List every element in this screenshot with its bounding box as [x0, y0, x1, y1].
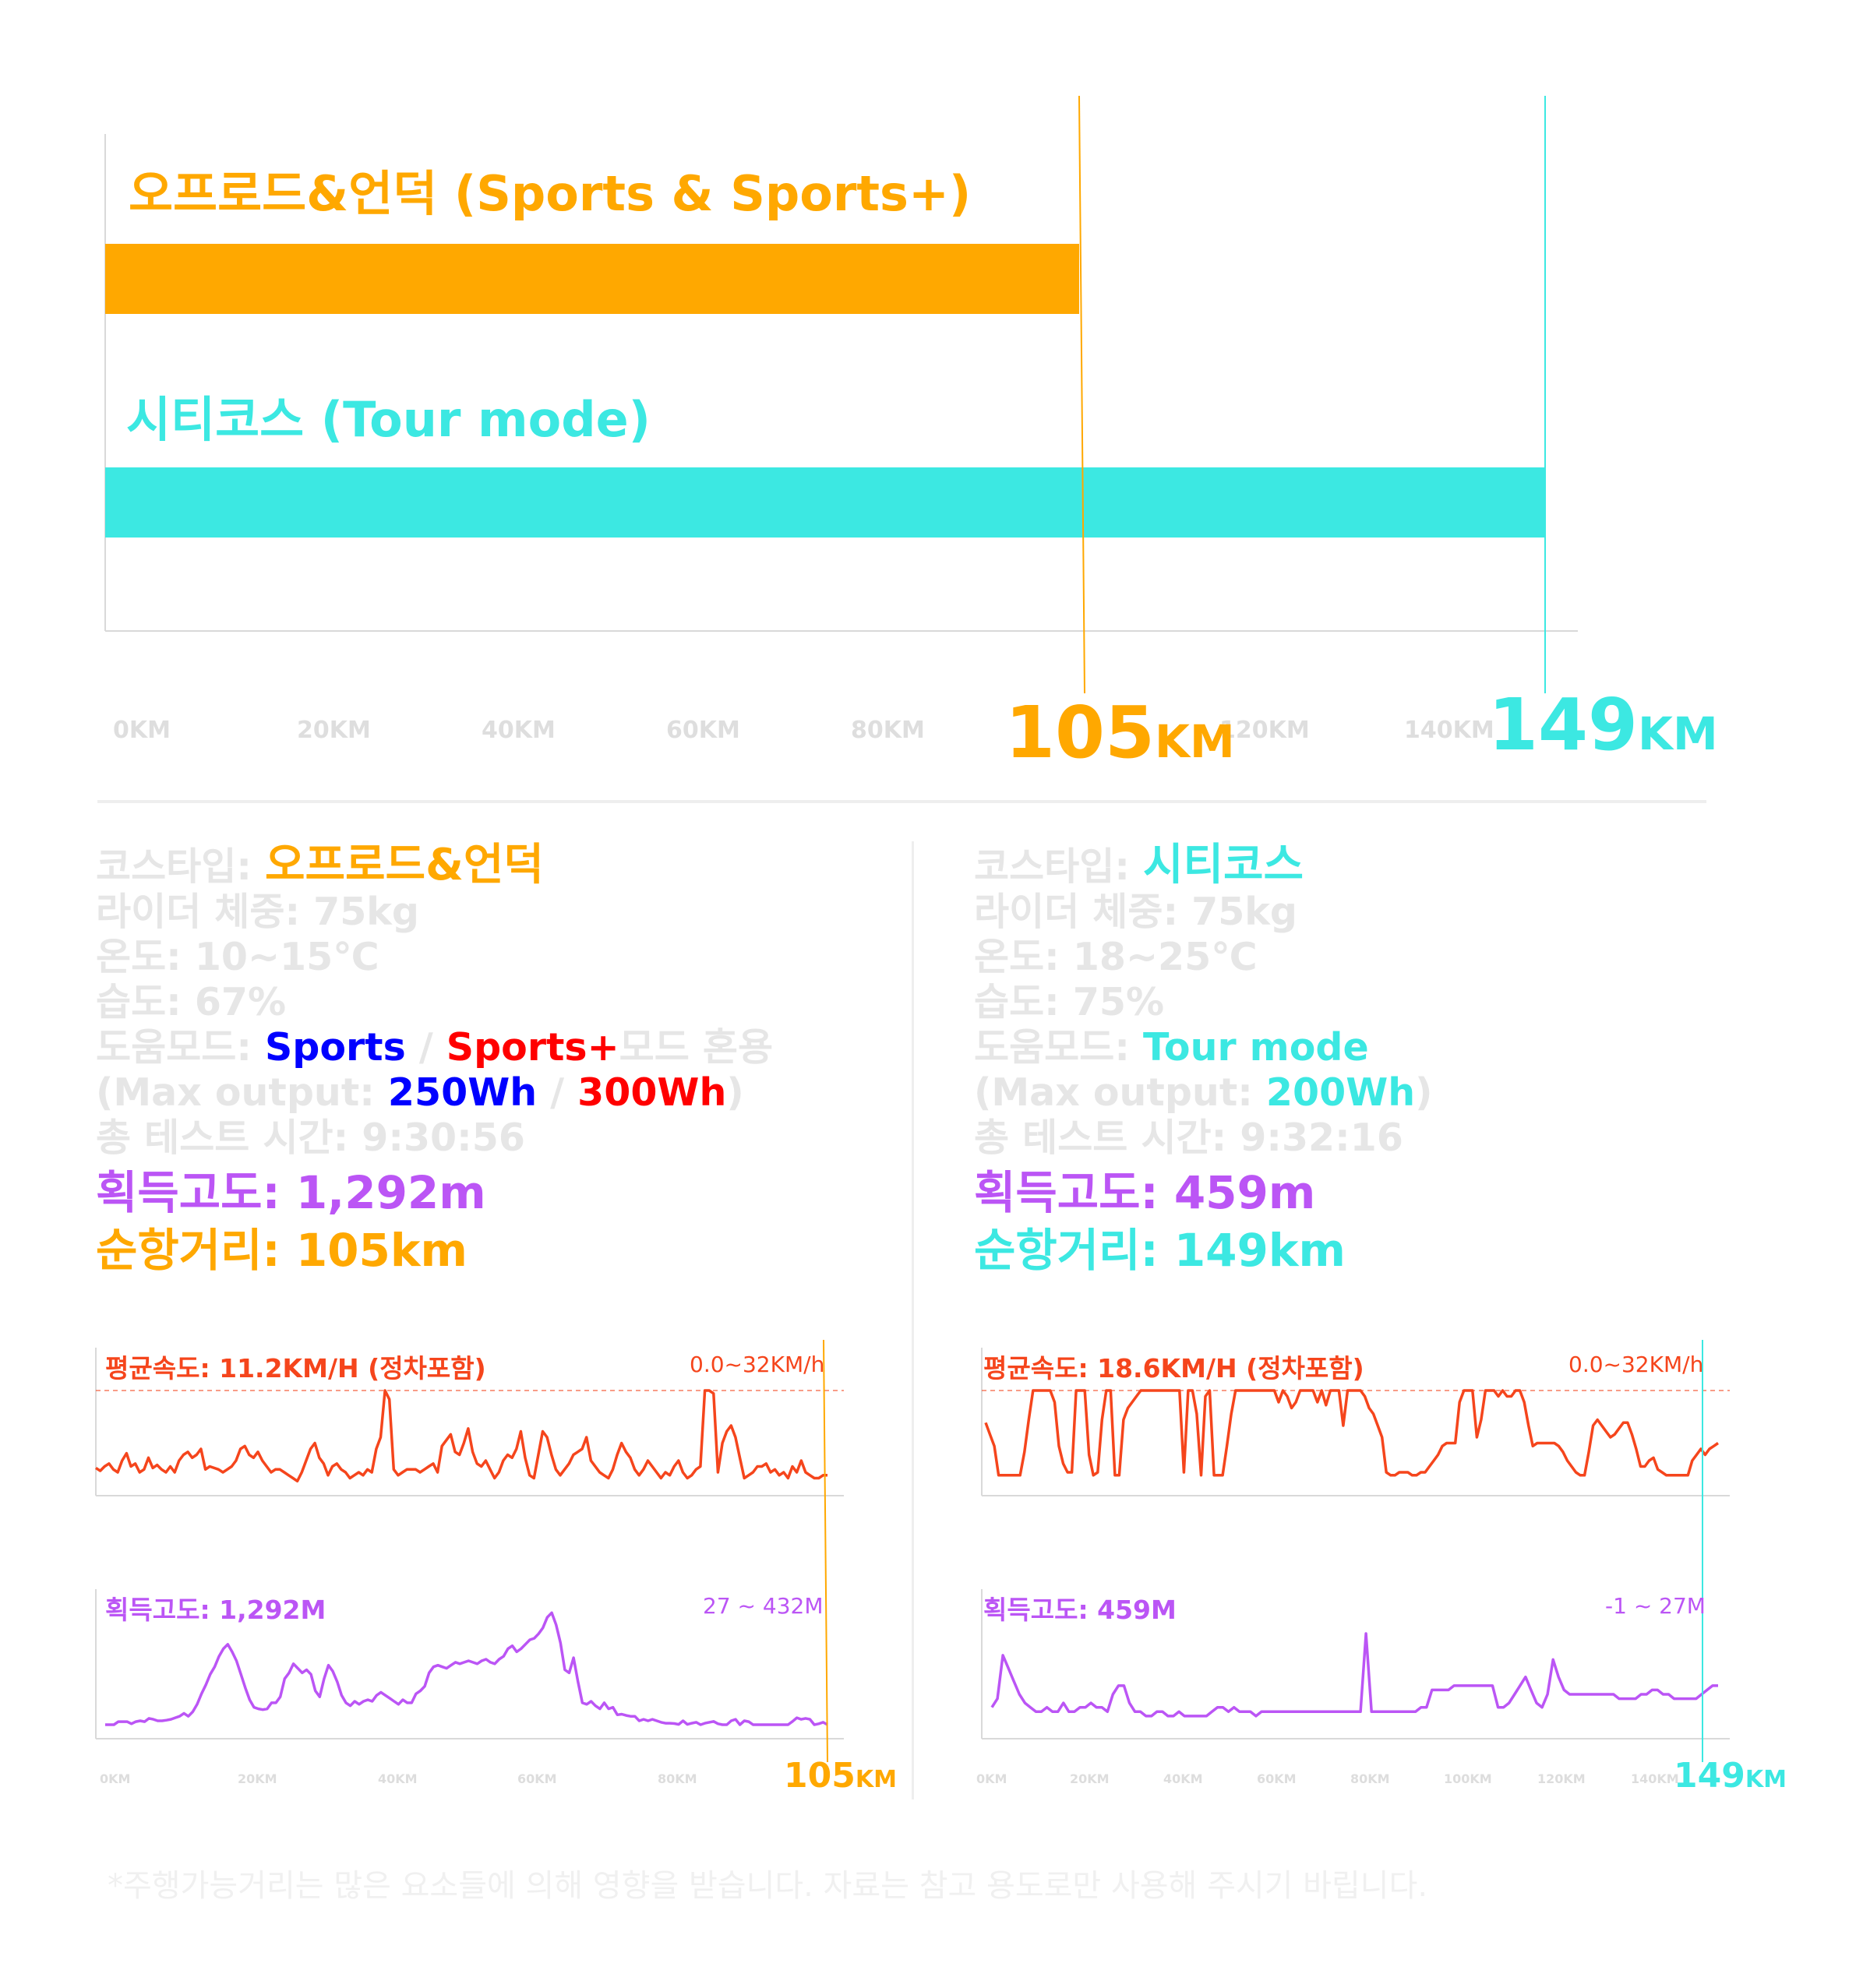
- left-max-sep: /: [537, 1070, 578, 1115]
- left-course-type: 코스타입: 오프로드&언덕: [96, 843, 773, 890]
- x-tick-20: 20KM: [297, 717, 371, 744]
- marker-line-105km: [1078, 95, 1085, 694]
- right-mini-tick-20: 20KM: [1070, 1771, 1110, 1786]
- right-mini-tick-0: 0KM: [976, 1771, 1007, 1786]
- left-mini-tick-40: 40KM: [378, 1771, 418, 1786]
- left-course-value: 오프로드&언덕: [264, 840, 544, 890]
- right-info-panel: 코스타입: 시티코스 라이더 체중: 75kg 온도: 18~25℃ 습도: 7…: [974, 843, 1433, 1279]
- right-speed-title: 평균속도: 18.6KM/H (정차포함): [983, 1353, 1364, 1383]
- x-tick-0: 0KM: [113, 717, 171, 744]
- right-max-value: 200Wh: [1265, 1070, 1416, 1115]
- x-tick-40: 40KM: [482, 717, 556, 744]
- x-tick-80: 80KM: [851, 717, 925, 744]
- left-assist-label: 도움모드:: [96, 1025, 265, 1070]
- right-cruising-range: 순항거리: 149km: [974, 1224, 1346, 1277]
- x-tick-120: 120KM: [1219, 717, 1310, 744]
- left-total-time: 총 테스트 시간: 9:30:56: [96, 1116, 525, 1160]
- left-elevation-gain: 획득고도: 1,292m: [96, 1166, 486, 1219]
- bar-label-offroad: 오프로드&언덕 (Sports & Sports+): [129, 165, 972, 222]
- left-elevation-title: 획득고도: 1,292M: [105, 1595, 326, 1625]
- right-mini-tick-60: 60KM: [1257, 1771, 1297, 1786]
- left-rider-weight: 라이더 체중: 75kg: [96, 890, 419, 934]
- left-speed-title: 평균속도: 11.2KM/H (정차포함): [105, 1353, 486, 1383]
- right-course-value: 시티코스: [1142, 840, 1304, 890]
- left-end-label-105km: 105KM: [784, 1756, 897, 1796]
- left-mini-tick-20: 20KM: [238, 1771, 277, 1786]
- left-humidity: 습도: 67%: [96, 980, 287, 1024]
- right-mini-tick-140: 140KM: [1631, 1771, 1679, 1786]
- left-mini-tick-80: 80KM: [658, 1771, 697, 1786]
- right-mini-tick-120: 120KM: [1537, 1771, 1586, 1786]
- right-total-time: 총 테스트 시간: 9:32:16: [974, 1116, 1403, 1160]
- right-max-output: (Max output: 200Wh): [974, 1070, 1433, 1116]
- left-cruising-range: 순항거리: 105km: [96, 1224, 468, 1277]
- left-max-sports: 250Wh: [387, 1070, 538, 1115]
- right-temperature: 온도: 18~25℃: [974, 935, 1258, 979]
- right-humidity: 습도: 75%: [974, 980, 1165, 1024]
- horizontal-divider: [97, 800, 1706, 803]
- left-max-suffix: ): [726, 1070, 744, 1115]
- left-max-sports-plus: 300Wh: [577, 1070, 727, 1115]
- x-tick-140: 140KM: [1404, 717, 1494, 744]
- bar-label-city: 시티코스 (Tour mode): [126, 391, 651, 448]
- left-max-output: (Max output: 250Wh / 300Wh): [96, 1070, 773, 1116]
- left-mini-tick-0: 0KM: [100, 1771, 131, 1786]
- left-speed-series-line: [95, 1389, 827, 1483]
- right-mini-tick-100: 100KM: [1444, 1771, 1492, 1786]
- right-course-label: 코스타입:: [974, 844, 1143, 889]
- left-course-label: 코스타입:: [96, 844, 265, 889]
- right-mini-tick-80: 80KM: [1350, 1771, 1390, 1786]
- right-max-suffix: ): [1415, 1070, 1433, 1115]
- right-max-prefix: (Max output:: [974, 1070, 1266, 1115]
- right-assist-label: 도움모드:: [974, 1025, 1143, 1070]
- left-mini-tick-60: 60KM: [517, 1771, 557, 1786]
- right-course-type: 코스타입: 시티코스: [974, 843, 1433, 890]
- left-assist-suffix: 모드 혼용: [619, 1025, 774, 1070]
- left-assist-sep: /: [405, 1025, 446, 1070]
- left-elevation-range: 27 ~ 432M: [703, 1593, 824, 1619]
- left-info-panel: 코스타입: 오프로드&언덕 라이더 체중: 75kg 온도: 10~15℃ 습도…: [96, 843, 773, 1279]
- right-speed-series-line: [984, 1389, 1719, 1477]
- left-elevation-series-line: [105, 1611, 828, 1726]
- right-elevation-series-line: [990, 1632, 1718, 1718]
- right-elevation-title: 획득고도: 459M: [983, 1595, 1177, 1625]
- left-speed-range: 0.0~32KM/h: [690, 1352, 825, 1377]
- footnote: *주행가능거리는 많은 요소들에 의해 영향을 받습니다. 자료는 참고 용도로…: [108, 1868, 1428, 1904]
- left-max-prefix: (Max output:: [96, 1070, 388, 1115]
- bar-offroad: [105, 244, 1079, 314]
- right-speed-range: 0.0~32KM/h: [1568, 1352, 1704, 1377]
- right-assist-value: Tour mode: [1142, 1025, 1369, 1070]
- x-tick-60: 60KM: [666, 717, 740, 744]
- bar-city: [105, 467, 1545, 538]
- left-assist-sports: Sports: [264, 1025, 406, 1070]
- left-temperature: 온도: 10~15℃: [96, 935, 379, 979]
- left-assist-sports-plus: Sports+: [446, 1025, 619, 1070]
- right-elevation-range: -1 ~ 27M: [1605, 1593, 1706, 1619]
- right-rider-weight: 라이더 체중: 75kg: [974, 890, 1297, 934]
- vertical-divider: [912, 841, 914, 1799]
- right-elevation-gain: 획득고도: 459m: [974, 1166, 1316, 1219]
- value-label-149km: 149KM: [1488, 683, 1718, 767]
- right-mini-tick-40: 40KM: [1163, 1771, 1203, 1786]
- left-end-marker-line: [823, 1339, 828, 1763]
- right-end-label-149km: 149KM: [1674, 1756, 1787, 1796]
- left-assist-mode: 도움모드: Sports / Sports+모드 혼용: [96, 1025, 773, 1070]
- right-assist-mode: 도움모드: Tour mode: [974, 1025, 1433, 1070]
- value-label-105km: 105KM: [1005, 691, 1235, 774]
